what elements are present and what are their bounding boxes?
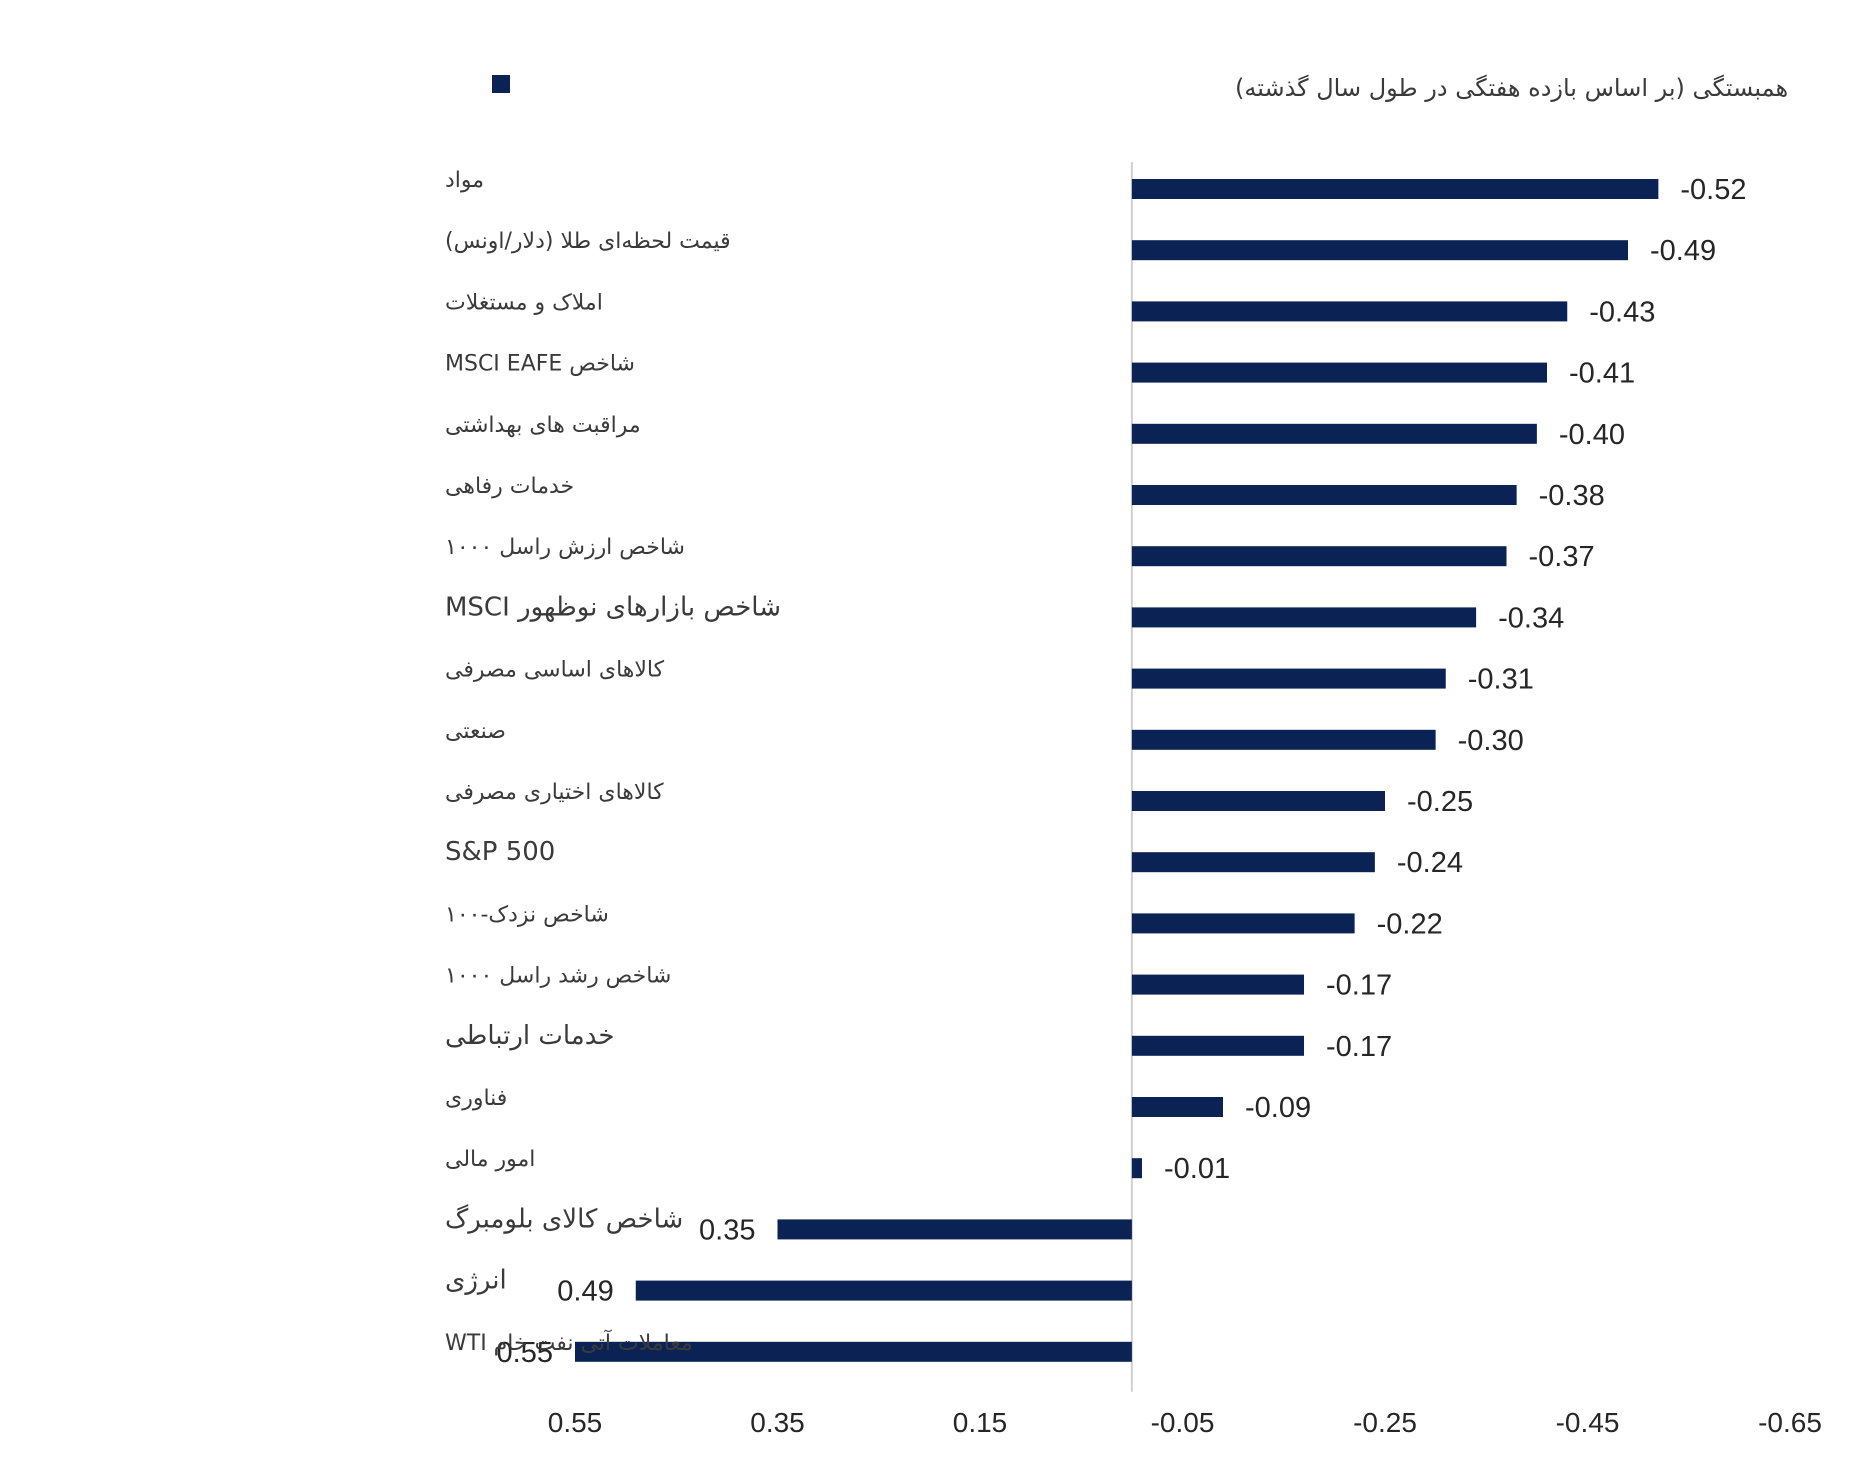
x-tick-label: 0.55 [548,1407,603,1438]
bar [777,1219,1132,1240]
category-label: قیمت لحظه‌ای طلا (دلار/اونس) [445,229,731,254]
bar-value-label: -0.17 [1326,1031,1392,1063]
category-labels-group: مواد قیمت لحظه‌ای طلا (دلار/اونس) املاک و … [445,168,781,1356]
bar [1131,301,1568,322]
x-tick-label: -0.65 [1758,1407,1822,1438]
bar-value-label: -0.17 [1326,970,1392,1002]
category-label: شاخص ارزش راسل ۱۰۰۰ [445,535,685,560]
bar-value-label: -0.49 [1650,235,1716,267]
bar-value-label: 0.49 [557,1276,613,1308]
category-label: صنعتی [445,719,506,744]
bar-value-label: -0.09 [1245,1092,1311,1124]
bar-value-label: 0.35 [699,1214,755,1246]
bar-value-label: -0.40 [1559,419,1625,451]
bar-value-label: -0.24 [1397,847,1463,879]
value-labels-group: -0.52 -0.49 -0.43 -0.41 -0.40 -0.38 -0.37 -0.34… [497,174,1747,1369]
bar-value-label: -0.38 [1539,480,1605,512]
category-label: فناوری [445,1086,507,1111]
bar [1131,913,1355,934]
x-tick-label: 0.15 [953,1407,1008,1438]
category-label: شاخص نزدک-۱۰۰ [445,902,609,927]
category-label: امور مالی [445,1147,535,1172]
bar [1131,485,1517,505]
bar [575,1341,1132,1362]
category-label: خدمات ارتباطی [445,1021,614,1051]
x-tick-label: -0.05 [1151,1407,1215,1438]
category-label: مواد [445,168,484,193]
category-label: شاخص بازارهای نوظهور MSCI [445,592,781,622]
bar [1131,1035,1304,1056]
bar-value-label: -0.31 [1468,664,1534,696]
category-label: شاخص رشد راسل ۱۰۰۰ [445,964,671,989]
category-label: S&P 500 [445,837,555,867]
category-label: کالاهای اختیاری مصرفی [445,780,664,805]
category-label: انرژی [445,1266,507,1296]
legend: همبستگی (بر اساس بازده هفتگی در طول سال … [492,74,1788,102]
legend-label: همبستگی (بر اساس بازده هفتگی در طول سال … [1235,74,1788,102]
bar [635,1280,1132,1301]
bar-value-label: -0.30 [1458,725,1524,757]
bar-value-label: -0.25 [1407,786,1473,818]
bar [1131,179,1659,199]
bar [1131,423,1537,444]
bar [1131,668,1446,689]
bars-group [575,179,1659,1362]
bar-value-label: -0.52 [1680,174,1746,206]
bar-value-label: 0.55 [497,1337,553,1369]
bar [1131,546,1507,567]
bar-value-label: -0.43 [1589,296,1655,328]
bar [1131,607,1477,628]
bar [1131,362,1547,383]
category-label: شاخص MSCI EAFE [445,352,635,377]
legend-swatch [492,75,510,93]
bar [1131,240,1628,261]
category-label: شاخص کالای بلومبرگ [445,1203,683,1234]
x-tick-label: -0.25 [1353,1407,1417,1438]
category-label: کالاهای اساسی مصرفی [445,658,665,683]
bar [1131,729,1436,750]
bar-value-label: -0.22 [1377,908,1443,940]
category-label: خدمات رفاهی [445,474,574,499]
bar [1131,1158,1142,1179]
category-label: مراقبت های بهداشتی [445,413,641,438]
bar-value-label: -0.01 [1164,1153,1230,1185]
bar [1131,1097,1223,1117]
category-label: املاک و مستغلات [445,290,603,315]
bar-value-label: -0.34 [1498,602,1564,634]
x-tick-label: -0.45 [1556,1407,1620,1438]
x-axis-ticks: 0.55 0.35 0.15 -0.05 -0.25 -0.45 -0.65 [548,1407,1822,1438]
bar-value-label: -0.41 [1569,358,1635,390]
bar [1131,852,1375,873]
bar [1131,791,1385,811]
bar [1131,974,1304,995]
x-tick-label: 0.35 [750,1407,805,1438]
bar-value-label: -0.37 [1529,541,1595,573]
category-label: معاملات آتی نفت خام WTI [445,1329,693,1356]
